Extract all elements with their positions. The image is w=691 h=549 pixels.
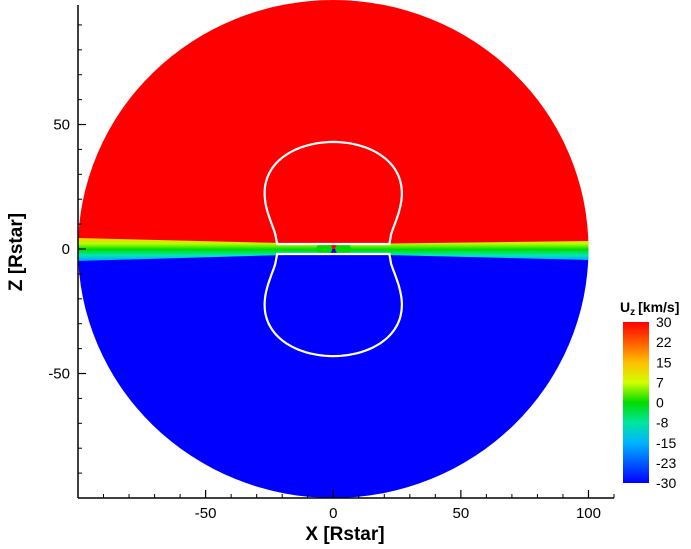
x-tick-label: 50 xyxy=(453,505,470,522)
x-axis-ticks: -50 0 50 100 xyxy=(103,490,615,522)
colorbar-title: Uz [km/s] xyxy=(620,299,679,318)
x-tick-label: -50 xyxy=(195,505,217,522)
lower-hemisphere-region xyxy=(78,249,589,498)
colorbar-label: 0 xyxy=(656,395,664,411)
colorbar-label: -23 xyxy=(656,455,676,471)
colorbar-gradient xyxy=(623,322,649,483)
colorbar: Uz [km/s] 30 22 15 7 0 -8 -15 -23 -30 xyxy=(620,299,679,491)
x-tick-label: 0 xyxy=(329,505,337,522)
colorbar-label: -8 xyxy=(656,415,669,431)
colorbar-label: 15 xyxy=(656,354,672,370)
colorbar-label: 22 xyxy=(656,334,672,350)
y-axis-title: Z [Rstar] xyxy=(6,213,27,291)
upper-hemisphere-region xyxy=(78,0,589,250)
contour-lower xyxy=(263,252,404,358)
colorbar-label: 30 xyxy=(656,314,672,330)
velocity-field xyxy=(78,0,589,498)
central-blob-right xyxy=(335,243,352,256)
colorbar-label: 7 xyxy=(656,374,664,390)
colorbar-label: -15 xyxy=(656,435,676,451)
y-axis-ticks: -50 0 50 xyxy=(48,24,86,474)
contour-lines xyxy=(263,140,404,358)
equatorial-sheet xyxy=(78,238,589,262)
y-tick-label: 0 xyxy=(62,241,70,258)
colorbar-var: U xyxy=(620,299,630,315)
colorbar-subscript: z xyxy=(630,307,635,318)
central-blob-left xyxy=(316,243,333,256)
contour-upper xyxy=(263,140,404,246)
x-tick-label: 100 xyxy=(576,505,601,522)
colorbar-labels: 30 22 15 7 0 -8 -15 -23 -30 xyxy=(656,314,676,491)
x-axis-title: X [Rstar] xyxy=(305,524,384,545)
y-tick-label: -50 xyxy=(48,366,70,383)
colorbar-unit: [km/s] xyxy=(638,299,679,315)
colorbar-label: -30 xyxy=(656,475,676,491)
y-tick-label: 50 xyxy=(53,117,70,134)
